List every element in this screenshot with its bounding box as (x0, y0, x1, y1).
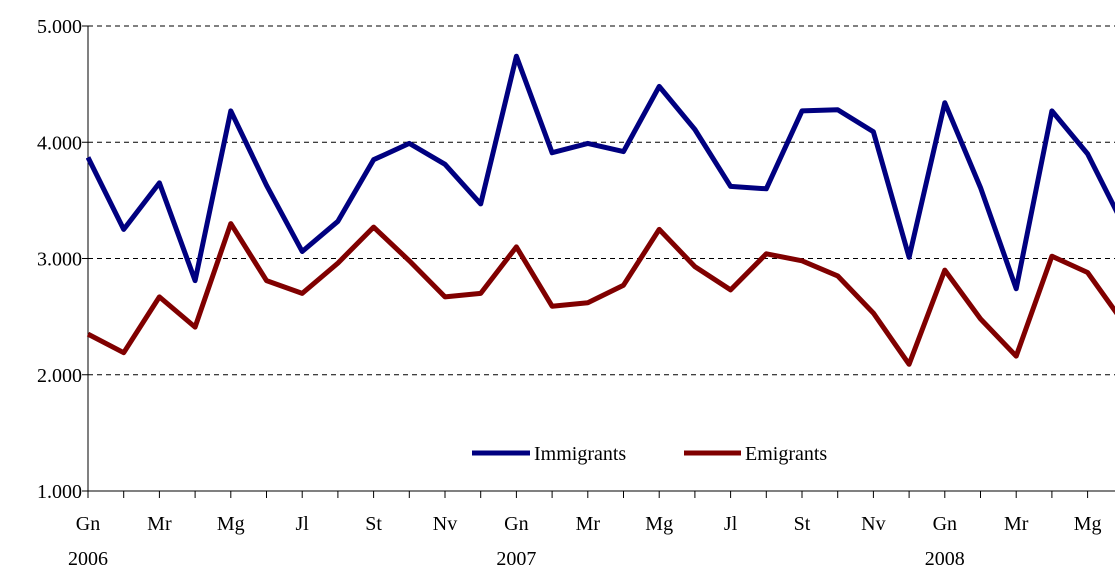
y-tick-label: 2.000 (37, 365, 82, 387)
x-tick-label: Nv (433, 513, 457, 535)
legend-label-immigrants: Immigrants (534, 443, 626, 465)
series-line-emigrants (86, 221, 1115, 367)
legend: Immigrants Emigrants (472, 443, 827, 465)
x-tick-label: Mg (645, 513, 673, 535)
x-tick-label: Mr (147, 513, 172, 535)
x-tick-label: Mr (1004, 513, 1029, 535)
legend-label-emigrants: Emigrants (745, 443, 827, 465)
x-tick-label: Mr (576, 513, 601, 535)
series-line-immigrants (86, 53, 1115, 292)
x-tick-label: Gn (504, 513, 528, 535)
x-tick-label: Jl (724, 513, 738, 535)
y-tick-label: 3.000 (37, 249, 82, 271)
x-tick-label: Mg (1074, 513, 1102, 535)
x-tick-label: St (365, 513, 382, 535)
series-lines (86, 53, 1115, 367)
x-year-label: 2008 (925, 548, 965, 570)
y-tick-label: 4.000 (37, 132, 82, 154)
grid-lines (88, 25, 1115, 376)
x-year-label: 2007 (496, 548, 536, 570)
x-tick-label: Gn (76, 513, 100, 535)
axes (82, 25, 1115, 498)
y-tick-label: 1.000 (37, 481, 82, 503)
x-tick-label: Gn (933, 513, 957, 535)
x-tick-label: Mg (217, 513, 245, 535)
y-axis-tick-labels: 1.000 2.000 3.000 4.000 5.000 (37, 16, 82, 503)
x-axis-tick-labels: Gn 2006 Mr Mg Jl St Nv Gn 2007 Mr Mg Jl St Nv Gn 2008 Mr… (68, 513, 1101, 570)
x-tick-label: Nv (861, 513, 885, 535)
x-year-label: 2006 (68, 548, 108, 570)
x-tick-label: Jl (296, 513, 310, 535)
y-tick-label: 5.000 (37, 16, 82, 38)
x-tick-label: St (794, 513, 811, 535)
